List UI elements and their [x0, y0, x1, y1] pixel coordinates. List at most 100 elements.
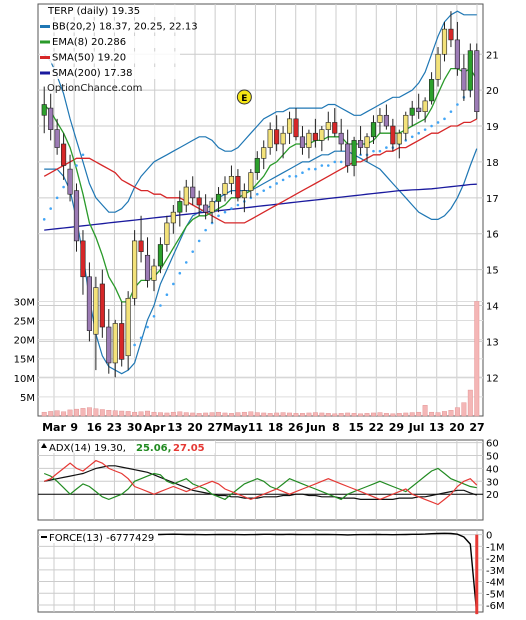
sar-dot	[268, 185, 272, 189]
candle-body	[396, 132, 402, 145]
volume-bar	[170, 411, 176, 417]
price-tick-label: 18	[486, 158, 499, 169]
adx-tick-label: 60	[486, 439, 499, 450]
candle-body	[196, 197, 202, 206]
adx-tick-label: 20	[486, 490, 499, 501]
legend-sma50: SMA(50) 19.20	[52, 53, 126, 64]
volume-bar	[390, 413, 396, 417]
price-tick-label: 17	[486, 194, 499, 205]
volume-bar	[274, 412, 280, 417]
volume-bar	[409, 412, 415, 417]
adx-tick-label: 30	[486, 477, 499, 488]
candle-body	[222, 183, 228, 195]
sar-dot	[133, 343, 136, 347]
force-tick-label: -4M	[486, 578, 505, 589]
candle-body	[151, 265, 157, 281]
volume-bar	[422, 405, 428, 417]
legend-backdrop	[40, 20, 180, 33]
candle-body	[215, 193, 222, 202]
sar-dot	[204, 228, 207, 232]
x-tick-label: 13	[167, 421, 182, 434]
sar-dot	[230, 207, 233, 210]
volume-bar	[106, 410, 112, 417]
sar-dot	[75, 164, 78, 167]
force-tick-label: -1M	[486, 542, 505, 553]
force-tick-label: -3M	[486, 566, 505, 577]
price-tick-label: 13	[486, 337, 499, 348]
sar-dot	[339, 160, 343, 164]
x-tick-label: 11	[248, 421, 263, 434]
volume-bar	[345, 412, 351, 417]
volume-bar	[403, 412, 409, 417]
adx-series-line	[44, 465, 477, 500]
sar-dot	[301, 171, 304, 174]
volume-bar	[383, 413, 389, 417]
sar-dot	[139, 336, 143, 340]
candle-body	[241, 190, 247, 199]
x-tick-label: 26	[288, 421, 304, 434]
volume-bar	[216, 411, 221, 417]
volume-bar	[241, 411, 247, 417]
volume-tick-label: 20M	[14, 336, 35, 347]
candle-body	[325, 122, 331, 130]
x-tick-label: 22	[369, 421, 384, 434]
x-tick-label: 16	[87, 421, 103, 434]
candle-body	[235, 175, 241, 199]
candle-body	[454, 39, 460, 69]
volume-bar	[325, 413, 331, 417]
candle-body	[86, 276, 92, 331]
x-tick-label: 15	[348, 421, 363, 434]
candle-body	[164, 222, 170, 245]
candle-body	[157, 244, 163, 267]
x-tick-label: Mar	[42, 421, 66, 434]
candle-body	[306, 132, 312, 148]
adx-series-line	[43, 467, 477, 501]
x-tick-label: 30	[127, 421, 143, 434]
force-drop-bar	[475, 534, 479, 615]
adx-tick-label: 50	[486, 451, 499, 462]
candle-body	[48, 107, 54, 130]
legend-backdrop	[40, 5, 180, 17]
volume-bar	[235, 412, 241, 417]
candle-body	[190, 186, 196, 199]
volume-bar	[371, 412, 376, 417]
sar-dot	[326, 164, 330, 167]
candle-body	[435, 53, 441, 80]
adx-legend-backdrop	[40, 441, 215, 453]
legend-ema8: EMA(8) 20.286	[52, 37, 126, 48]
sar-dot	[55, 196, 59, 200]
sar-dot	[372, 149, 375, 153]
sar-dot	[165, 293, 169, 297]
price-tick-label: 21	[486, 50, 499, 61]
adx-legend-icon	[41, 443, 47, 448]
candle-body	[209, 201, 215, 213]
volume-bar	[74, 408, 79, 417]
x-tick-label: 9	[70, 421, 78, 434]
watermark-text: OptionChance.com	[47, 83, 142, 94]
volume-bar	[261, 412, 267, 417]
sar-dot	[307, 167, 311, 171]
candle-body	[461, 68, 467, 91]
sar-dot	[191, 250, 195, 253]
volume-tick-label: 15M	[14, 355, 35, 366]
candle-body	[429, 79, 435, 102]
adx-legend-label: ADX(14) 19.30,	[49, 443, 126, 454]
candle-body	[351, 140, 357, 166]
candle-body	[286, 118, 293, 134]
volume-tick-label: 5M	[20, 393, 35, 404]
price-tick-label: 14	[486, 302, 499, 313]
sar-dot	[42, 218, 46, 221]
sar-dot	[333, 160, 337, 164]
candle-body	[93, 287, 99, 335]
x-tick-label: 18	[268, 421, 283, 434]
sar-dot	[449, 110, 453, 113]
candle-body	[416, 107, 422, 112]
sar-dot	[172, 282, 175, 286]
volume-tick-label: 25M	[14, 317, 35, 328]
candle-body	[312, 132, 318, 141]
candle-body	[112, 323, 118, 364]
force-legend-backdrop	[40, 531, 158, 543]
x-tick-label: 27	[207, 421, 222, 434]
volume-bar	[280, 412, 286, 417]
